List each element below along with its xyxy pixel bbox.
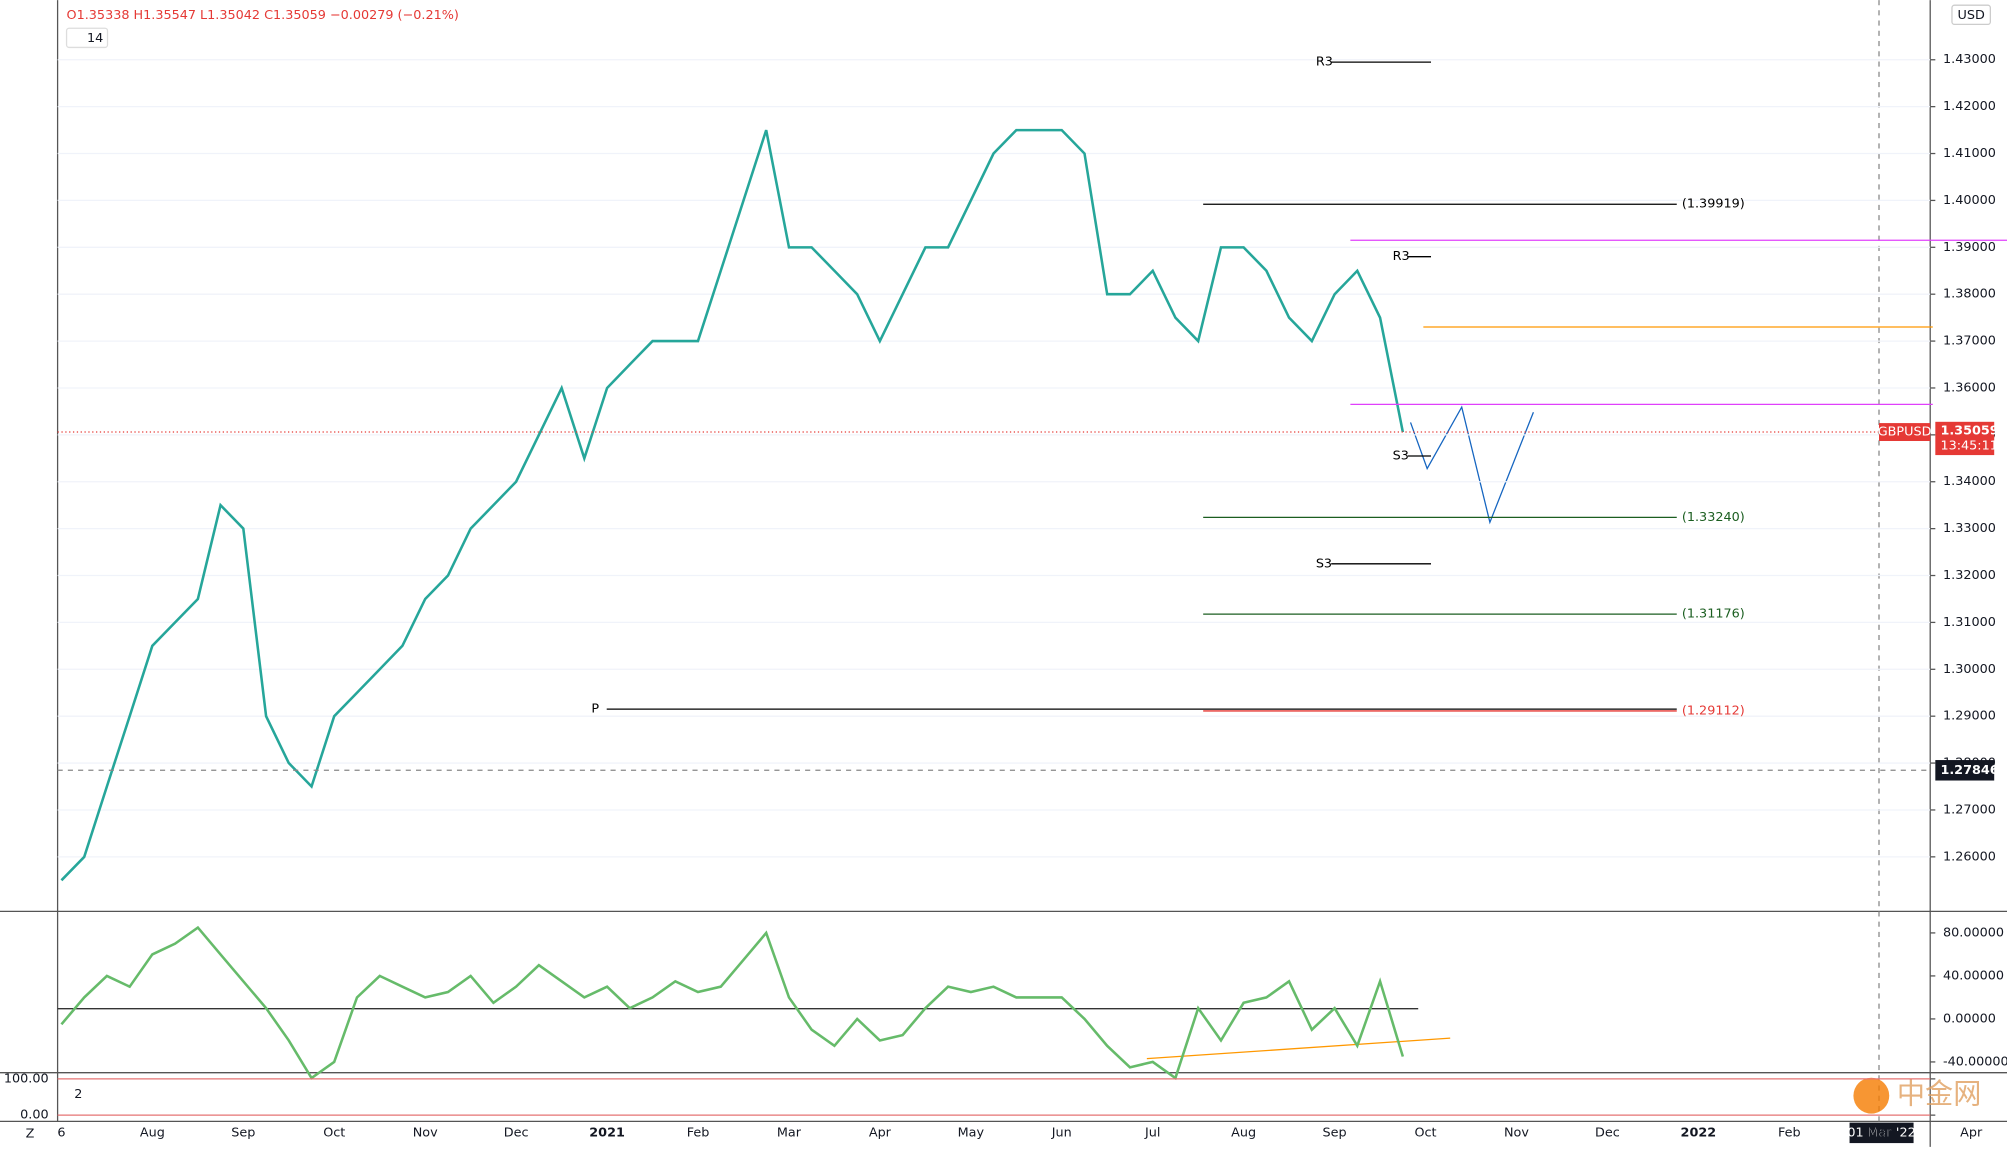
level-label: S3 — [1393, 448, 1409, 463]
level-label: (1.31176) — [1682, 607, 1745, 622]
x-tick-label: Nov — [1504, 1125, 1529, 1140]
indicator-toggle[interactable] — [65, 27, 109, 49]
x-tick-label: Feb — [1778, 1125, 1801, 1140]
y-tick-label: 1.29000 — [1943, 709, 1996, 724]
y-tick-label: 1.39000 — [1943, 240, 1996, 255]
crosshair-label: 1.27846 — [1940, 763, 1998, 778]
x-tick-label: Mar — [1868, 1125, 1893, 1140]
x-tick-label: Jun — [1051, 1125, 1072, 1140]
y-tick-label: 1.34000 — [1943, 474, 1996, 489]
x-tick-label: Aug — [140, 1125, 165, 1140]
x-tick-label: Dec — [1595, 1125, 1620, 1140]
y-tick-label: 1.31000 — [1943, 615, 1996, 630]
level-label: P — [591, 702, 599, 717]
x-tick-label: 2021 — [589, 1125, 625, 1140]
currency[interactable]: USD — [1958, 8, 1985, 23]
y-tick-label: 1.37000 — [1943, 334, 1996, 349]
y-tick-label: 1.30000 — [1943, 662, 1996, 677]
projection-arrow — [1409, 405, 1535, 525]
x-tick-label: Oct — [1414, 1125, 1436, 1140]
y-tick-label: 1.33000 — [1943, 521, 1996, 536]
x-tick-label: Nov — [413, 1125, 438, 1140]
y-tick-label: 1.38000 — [1943, 287, 1996, 302]
indicator-length[interactable]: 14 — [87, 31, 103, 46]
x-tick-label: Apr — [1960, 1125, 1983, 1140]
x-tick-label: Aug — [1231, 1125, 1256, 1140]
x-tick-label: May — [958, 1125, 985, 1140]
level-label: S3 — [1316, 556, 1332, 571]
x-tick-label: 2022 — [1681, 1125, 1717, 1140]
x-tick-label: Feb — [687, 1125, 710, 1140]
y-tick-label: 40.00000 — [1943, 968, 2004, 983]
y-tick-label: 0.00000 — [1943, 1011, 1996, 1026]
level-label: (1.39919) — [1682, 197, 1745, 212]
y-tick-label: 0.00 — [20, 1108, 48, 1123]
y-tick-label: 1.40000 — [1943, 193, 1996, 208]
y-tick-label: 1.41000 — [1943, 146, 1996, 161]
price-tag-value: 1.35059 — [1940, 423, 1998, 438]
x-tick-label: 6 — [57, 1125, 65, 1140]
watermark: 中金网 — [1897, 1078, 1981, 1111]
level-label: (1.33240) — [1682, 510, 1745, 525]
crosshair-tag — [1935, 760, 1995, 781]
x-tick-label: Oct — [323, 1125, 345, 1140]
y-tick-label: 1.42000 — [1943, 99, 1996, 114]
timezone-button[interactable]: Z — [26, 1127, 35, 1142]
y-tick-label: 80.00000 — [1943, 925, 2004, 940]
ohlc-legend: O1.35338 H1.35547 L1.35042 C1.35059 −0.0… — [67, 8, 459, 23]
x-tick-label: Sep — [1323, 1125, 1347, 1140]
symbol-tag — [1879, 423, 1931, 442]
symbol-label: GBPUSD — [1878, 425, 1932, 440]
x-tick-label: Sep — [231, 1125, 255, 1140]
y-tick-label: 1.43000 — [1943, 52, 1996, 67]
y-tick-label: 1.27000 — [1943, 802, 1996, 817]
price-tag-countdown: 13:45:11 — [1940, 439, 1997, 454]
level-label: (1.29112) — [1682, 703, 1745, 718]
watermark-logo — [1853, 1077, 1890, 1114]
series-line — [60, 128, 1405, 882]
x-tick-label: Dec — [504, 1125, 529, 1140]
trend-line — [1146, 1037, 1451, 1060]
y-tick-label: -40.00000 — [1943, 1054, 2007, 1069]
x-tick-label: Apr — [869, 1125, 892, 1140]
currency-button[interactable] — [1951, 4, 1992, 26]
date-box — [1849, 1122, 1914, 1144]
price-tag — [1935, 421, 1995, 456]
x-tick-label: Mar — [777, 1125, 802, 1140]
osc-setting: 2 — [74, 1087, 82, 1102]
y-tick-label: 100.00 — [4, 1071, 49, 1086]
y-tick-label: 1.32000 — [1943, 568, 1996, 583]
level-label: R3 — [1316, 55, 1333, 70]
series-line — [60, 925, 1405, 1081]
y-tick-label: 1.26000 — [1943, 849, 1996, 864]
y-tick-label: 1.36000 — [1943, 380, 1996, 395]
level-label: R3 — [1393, 249, 1410, 264]
date-box-label: 01 Mar '22 — [1847, 1125, 1915, 1140]
x-tick-label: Jul — [1144, 1125, 1160, 1140]
